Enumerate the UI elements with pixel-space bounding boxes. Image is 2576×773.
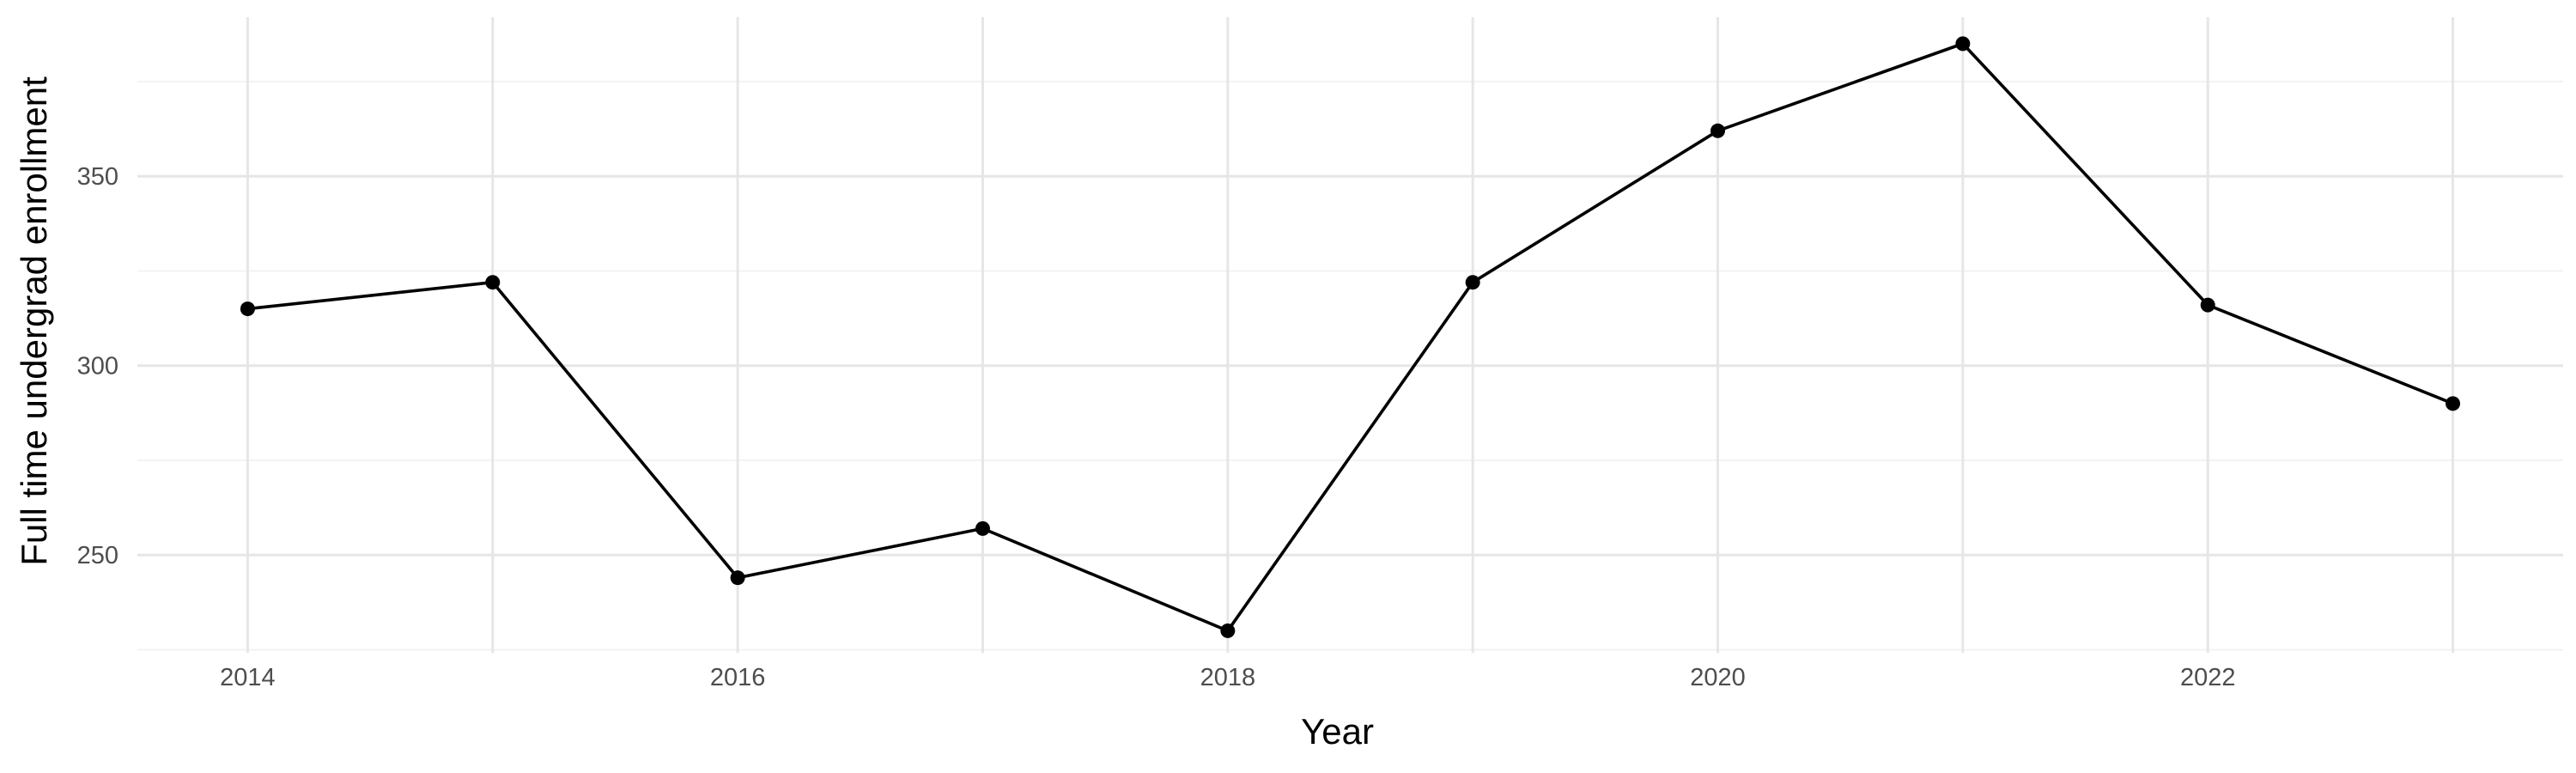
x-axis-title: Year [1301, 711, 1374, 752]
data-point [240, 301, 255, 317]
data-point [485, 275, 501, 290]
data-point [1220, 623, 1236, 638]
data-point [2445, 396, 2461, 411]
y-axis-title: Full time undergrad enrollment [14, 76, 54, 566]
series-line [246, 42, 2455, 633]
data-point [2200, 297, 2215, 313]
data-point [1710, 123, 1726, 138]
y-tick-label: 350 [77, 163, 118, 191]
x-tick-label: 2018 [1200, 664, 1256, 691]
series-layer [240, 36, 2461, 638]
x-tick-label: 2020 [1690, 664, 1746, 691]
data-point [1465, 275, 1480, 290]
minor-gridlines [137, 17, 2563, 653]
data-point [975, 520, 990, 536]
y-tick-labels: 250 300 350 [77, 163, 118, 569]
data-point [1955, 36, 1971, 52]
y-tick-label: 300 [77, 353, 118, 380]
x-tick-label: 2016 [710, 664, 766, 691]
y-tick-label: 250 [77, 542, 118, 569]
data-point [730, 570, 745, 586]
x-tick-labels: 2014 2016 2018 2020 2022 [220, 664, 2235, 691]
x-tick-label: 2014 [220, 664, 276, 691]
major-gridlines [137, 17, 2563, 653]
x-tick-label: 2022 [2180, 664, 2236, 691]
